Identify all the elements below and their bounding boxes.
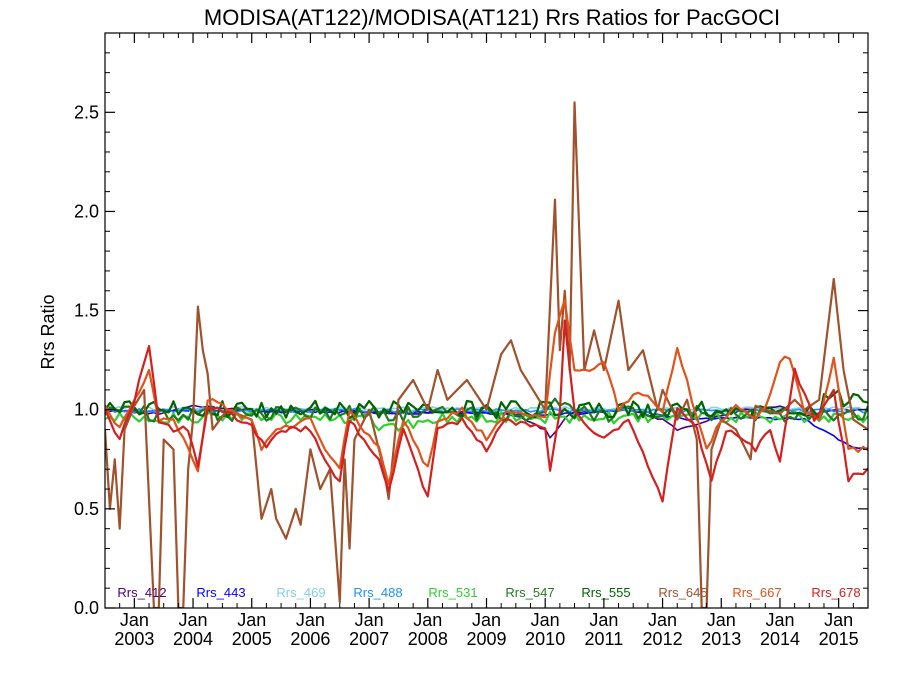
x-tick-label-month: Jan [824, 610, 853, 630]
legend-item-rrs-412: Rrs_412 [117, 585, 166, 600]
x-tick-label-year: 2008 [408, 629, 448, 649]
y-tick-label: 0.0 [74, 598, 99, 618]
x-tick-label-year: 2010 [525, 629, 565, 649]
x-tick-label-month: Jan [413, 610, 442, 630]
x-tick-label-month: Jan [531, 610, 560, 630]
series-line-rrs-667 [105, 298, 868, 486]
x-tick-label-year: 2014 [760, 629, 800, 649]
y-tick-label: 2.5 [74, 102, 99, 122]
x-tick-label-month: Jan [765, 610, 794, 630]
y-tick-label: 0.5 [74, 499, 99, 519]
x-tick-label-year: 2007 [349, 629, 389, 649]
legend-item-rrs-667: Rrs_667 [732, 585, 781, 600]
legend-item-rrs-555: Rrs_555 [581, 585, 630, 600]
y-tick-label: 1.5 [74, 301, 99, 321]
series-line-rrs-678 [105, 319, 868, 503]
x-tick-label-month: Jan [179, 610, 208, 630]
x-tick-label-year: 2003 [114, 629, 154, 649]
series-line-rrs-645 [105, 101, 868, 608]
x-tick-label-month: Jan [472, 610, 501, 630]
legend-item-rrs-547: Rrs_547 [505, 585, 554, 600]
x-tick-label-month: Jan [120, 610, 149, 630]
x-tick-label-year: 2015 [819, 629, 859, 649]
legend-item-rrs-678: Rrs_678 [811, 585, 860, 600]
x-tick-label-year: 2004 [173, 629, 213, 649]
legend-item-rrs-469: Rrs_469 [276, 585, 325, 600]
x-tick-label-year: 2006 [290, 629, 330, 649]
series-layer [105, 101, 868, 608]
x-tick-label-month: Jan [296, 610, 325, 630]
chart-title: MODISA(AT122)/MODISA(AT121) Rrs Ratios f… [204, 5, 780, 30]
plot-frame [104, 32, 869, 609]
x-tick-label-year: 2013 [701, 629, 741, 649]
axes: 0.00.51.01.52.02.5Jan2003Jan2004Jan2005J… [74, 33, 869, 649]
y-tick-label: 1.0 [74, 400, 99, 420]
legend-item-rrs-645: Rrs_645 [658, 585, 707, 600]
x-tick-label-month: Jan [237, 610, 266, 630]
x-tick-label-year: 2012 [643, 629, 683, 649]
legend: Rrs_412 Rrs_443 Rrs_469 Rrs_488 Rrs_531 Rrs_5… [117, 585, 860, 600]
x-tick-label-year: 2009 [466, 629, 506, 649]
y-tick-label: 2.0 [74, 201, 99, 221]
legend-item-rrs-443: Rrs_443 [196, 585, 245, 600]
x-tick-label-month: Jan [589, 610, 618, 630]
x-tick-label-month: Jan [707, 610, 736, 630]
x-tick-label-month: Jan [648, 610, 677, 630]
legend-item-rrs-488: Rrs_488 [353, 585, 402, 600]
legend-item-rrs-531: Rrs_531 [428, 585, 477, 600]
x-tick-label-month: Jan [355, 610, 384, 630]
y-axis-label: Rrs Ratio [38, 294, 58, 369]
x-tick-label-year: 2011 [585, 629, 624, 649]
x-tick-label-year: 2005 [232, 629, 272, 649]
